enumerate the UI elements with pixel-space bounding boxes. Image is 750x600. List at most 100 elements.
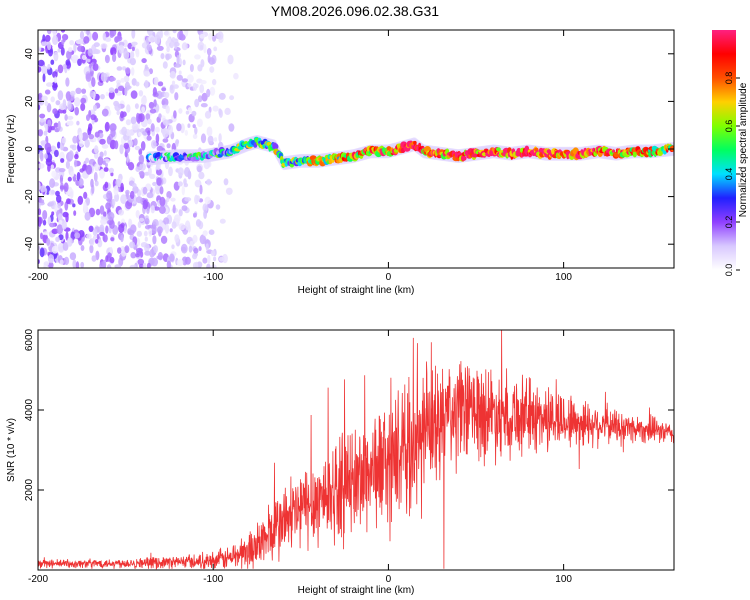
- noise-speckle: [203, 44, 207, 54]
- noise-speckle: [65, 212, 69, 223]
- noise-speckle: [225, 187, 233, 195]
- noise-speckle: [104, 54, 110, 64]
- noise-speckle: [100, 72, 108, 82]
- y-tick-label: 40: [24, 48, 35, 60]
- noise-speckle: [113, 185, 119, 196]
- noise-speckle: [144, 250, 151, 256]
- noise-speckle: [94, 145, 99, 154]
- noise-speckle: [142, 186, 148, 195]
- noise-speckle: [132, 186, 139, 194]
- noise-speckle: [150, 205, 155, 214]
- noise-speckle: [130, 116, 137, 125]
- y-tick-label: -20: [24, 189, 35, 204]
- noise-speckle: [42, 34, 46, 44]
- noise-speckle: [120, 182, 124, 192]
- noise-speckle: [104, 162, 108, 168]
- noise-speckle: [61, 137, 67, 144]
- noise-speckle: [144, 236, 148, 242]
- noise-speckle: [74, 232, 81, 239]
- noise-speckle: [208, 32, 213, 41]
- noise-speckle: [178, 223, 186, 231]
- noise-speckle: [77, 195, 84, 205]
- noise-speckle: [202, 257, 208, 264]
- noise-speckle: [143, 70, 151, 77]
- noise-speckle: [179, 30, 184, 39]
- noise-speckle: [199, 184, 203, 195]
- noise-speckle: [138, 131, 142, 137]
- noise-speckle: [150, 123, 155, 132]
- noise-speckle: [169, 253, 175, 262]
- noise-speckle: [161, 87, 167, 92]
- noise-speckle: [38, 46, 42, 52]
- noise-speckle: [142, 199, 148, 210]
- noise-speckle: [81, 88, 87, 94]
- noise-speckle: [211, 264, 217, 268]
- noise-speckle: [120, 194, 127, 205]
- noise-speckle: [135, 196, 143, 204]
- noise-speckle: [46, 103, 52, 113]
- snr-line: [38, 330, 674, 570]
- noise-speckle: [46, 82, 53, 87]
- noise-speckle: [85, 164, 93, 175]
- noise-speckle: [59, 259, 64, 266]
- noise-speckle: [108, 87, 115, 93]
- noise-speckle: [184, 129, 188, 136]
- noise-speckle: [86, 233, 92, 240]
- noise-speckle: [144, 218, 150, 225]
- noise-speckle: [52, 35, 59, 46]
- noise-speckle: [90, 114, 96, 121]
- noise-speckle: [60, 47, 65, 56]
- noise-speckle: [138, 217, 145, 222]
- noise-speckle: [154, 126, 160, 133]
- noise-speckle: [94, 49, 101, 55]
- noise-speckle: [68, 47, 73, 53]
- snr-panel: -200 -100 0 100 2000 4000 6000 Height of strai…: [6, 328, 675, 596]
- noise-speckle: [209, 86, 216, 96]
- noise-speckle: [144, 243, 150, 253]
- colorbar-tick-label: 0.6: [724, 120, 734, 133]
- noise-speckle: [180, 243, 188, 254]
- noise-speckle: [161, 98, 169, 107]
- noise-speckle: [178, 108, 183, 114]
- noise-speckle: [38, 245, 41, 251]
- noise-speckle: [84, 211, 91, 221]
- noise-speckle: [125, 119, 131, 126]
- y-tick-label: 0: [24, 146, 35, 152]
- noise-speckle: [54, 149, 59, 158]
- noise-speckle: [85, 157, 90, 164]
- noise-speckle: [77, 58, 82, 66]
- noise-speckle: [149, 173, 156, 179]
- noise-speckle: [159, 30, 164, 39]
- noise-speckle: [91, 255, 97, 262]
- noise-speckle: [52, 71, 58, 79]
- noise-speckle: [135, 253, 141, 258]
- noise-speckle: [124, 86, 128, 97]
- noise-speckle: [52, 108, 58, 115]
- noise-speckle: [208, 229, 215, 235]
- noise-speckle: [46, 30, 52, 35]
- noise-speckle: [144, 79, 149, 89]
- noise-speckle: [228, 123, 235, 132]
- noise-speckle: [177, 181, 183, 187]
- noise-speckle: [47, 216, 52, 226]
- noise-speckle: [118, 209, 124, 216]
- noise-speckle: [93, 42, 100, 48]
- noise-speckle: [77, 38, 85, 45]
- noise-speckle: [195, 219, 202, 227]
- noise-speckle: [45, 158, 53, 167]
- noise-speckle: [57, 120, 61, 131]
- noise-speckle: [42, 210, 48, 220]
- noise-speckle: [59, 185, 65, 190]
- noise-speckle: [127, 229, 135, 235]
- noise-speckle: [50, 96, 55, 103]
- noise-speckle: [73, 210, 77, 216]
- noise-speckle: [142, 262, 147, 268]
- noise-speckle: [104, 121, 110, 132]
- noise-speckle: [183, 183, 189, 188]
- noise-speckle: [80, 102, 86, 112]
- noise-speckle: [93, 171, 98, 182]
- noise-speckle: [58, 168, 66, 173]
- noise-speckle: [156, 145, 164, 152]
- noise-speckle: [51, 245, 59, 254]
